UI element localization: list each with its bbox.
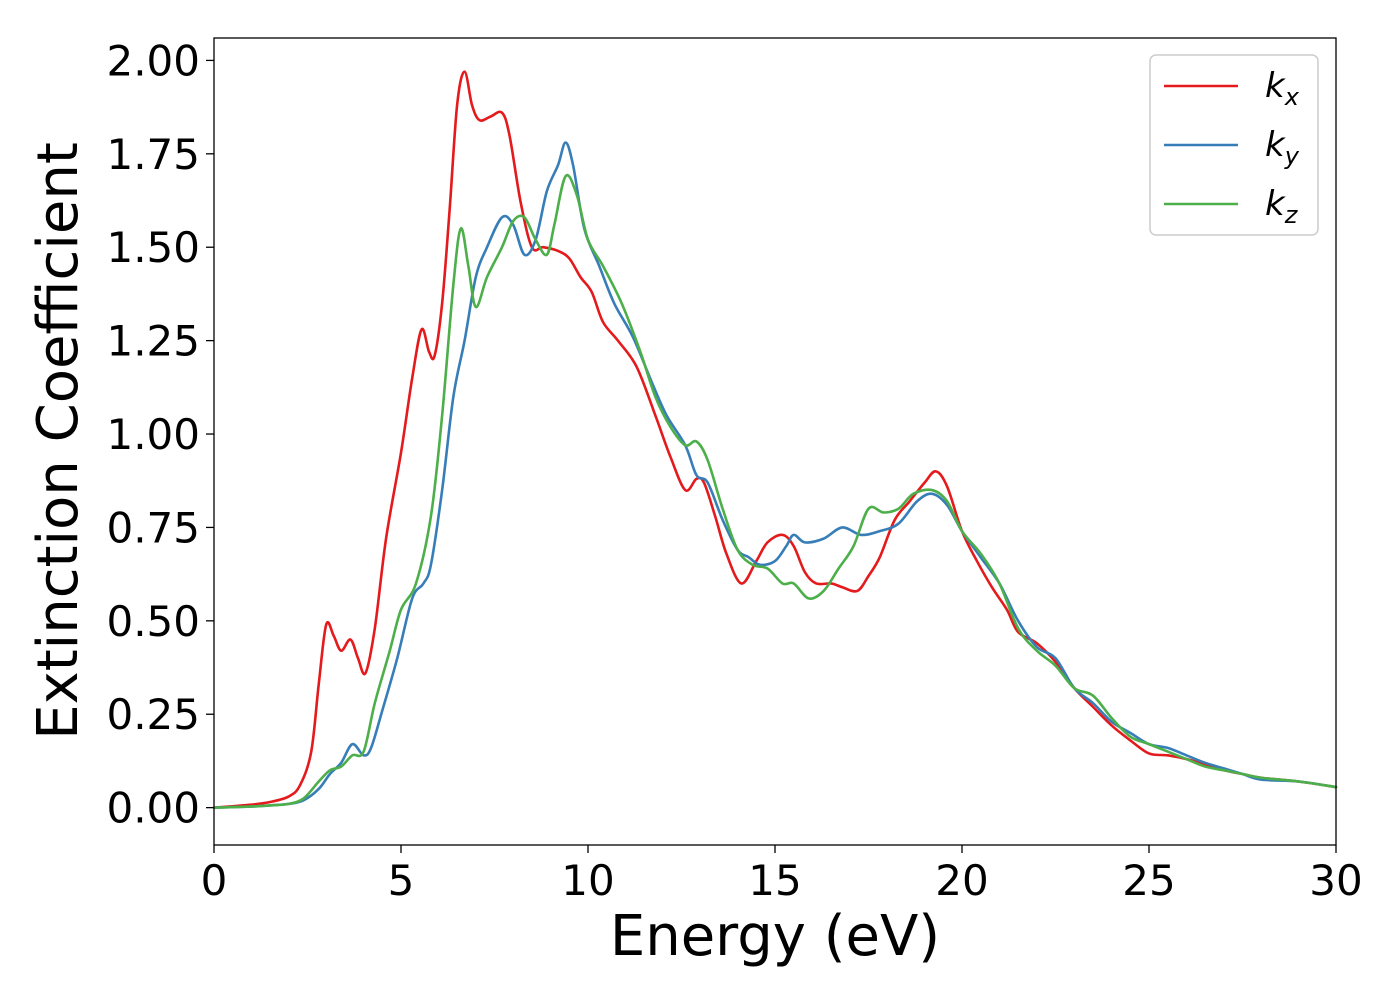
plot-lines: [212, 70, 1338, 809]
y-tick-label: 1.50: [106, 223, 200, 272]
x-tick-label: 10: [561, 856, 614, 905]
x-tick-label: 30: [1309, 856, 1362, 905]
y-tick-label: 1.00: [106, 410, 200, 459]
x-axis-label: Energy (eV): [610, 904, 940, 969]
y-tick-label: 1.75: [106, 130, 200, 179]
y-axis-label: Extinction Coefficient: [26, 142, 91, 740]
legend-label-z: kz: [1265, 184, 1299, 229]
legend: kx ky kz: [1149, 54, 1319, 236]
legend-label-x: kx: [1265, 66, 1300, 111]
x-tick-label: 25: [1122, 856, 1175, 905]
series-line-z: [212, 173, 1338, 809]
legend-label-y: ky: [1265, 125, 1300, 170]
x-axis-ticks: 0 5 10 15 20 25 30: [201, 845, 1363, 905]
y-tick-label: 0.75: [106, 503, 200, 552]
y-tick-label: 0.50: [106, 597, 200, 646]
x-tick-label: 0: [201, 856, 228, 905]
legend-items: kx ky kz: [1164, 66, 1300, 229]
x-tick-label: 20: [935, 856, 988, 905]
y-tick-label: 2.00: [106, 36, 200, 85]
series-line-x: [212, 70, 1338, 809]
y-tick-label: 0.25: [106, 690, 200, 739]
y-tick-label: 0.00: [106, 784, 200, 833]
y-axis-ticks: 0.00 0.25 0.50 0.75 1.00 1.25 1.50 1.75 2.00: [106, 36, 214, 833]
x-tick-label: 15: [748, 856, 801, 905]
x-tick-label: 5: [388, 856, 415, 905]
y-tick-label: 1.25: [106, 317, 200, 366]
